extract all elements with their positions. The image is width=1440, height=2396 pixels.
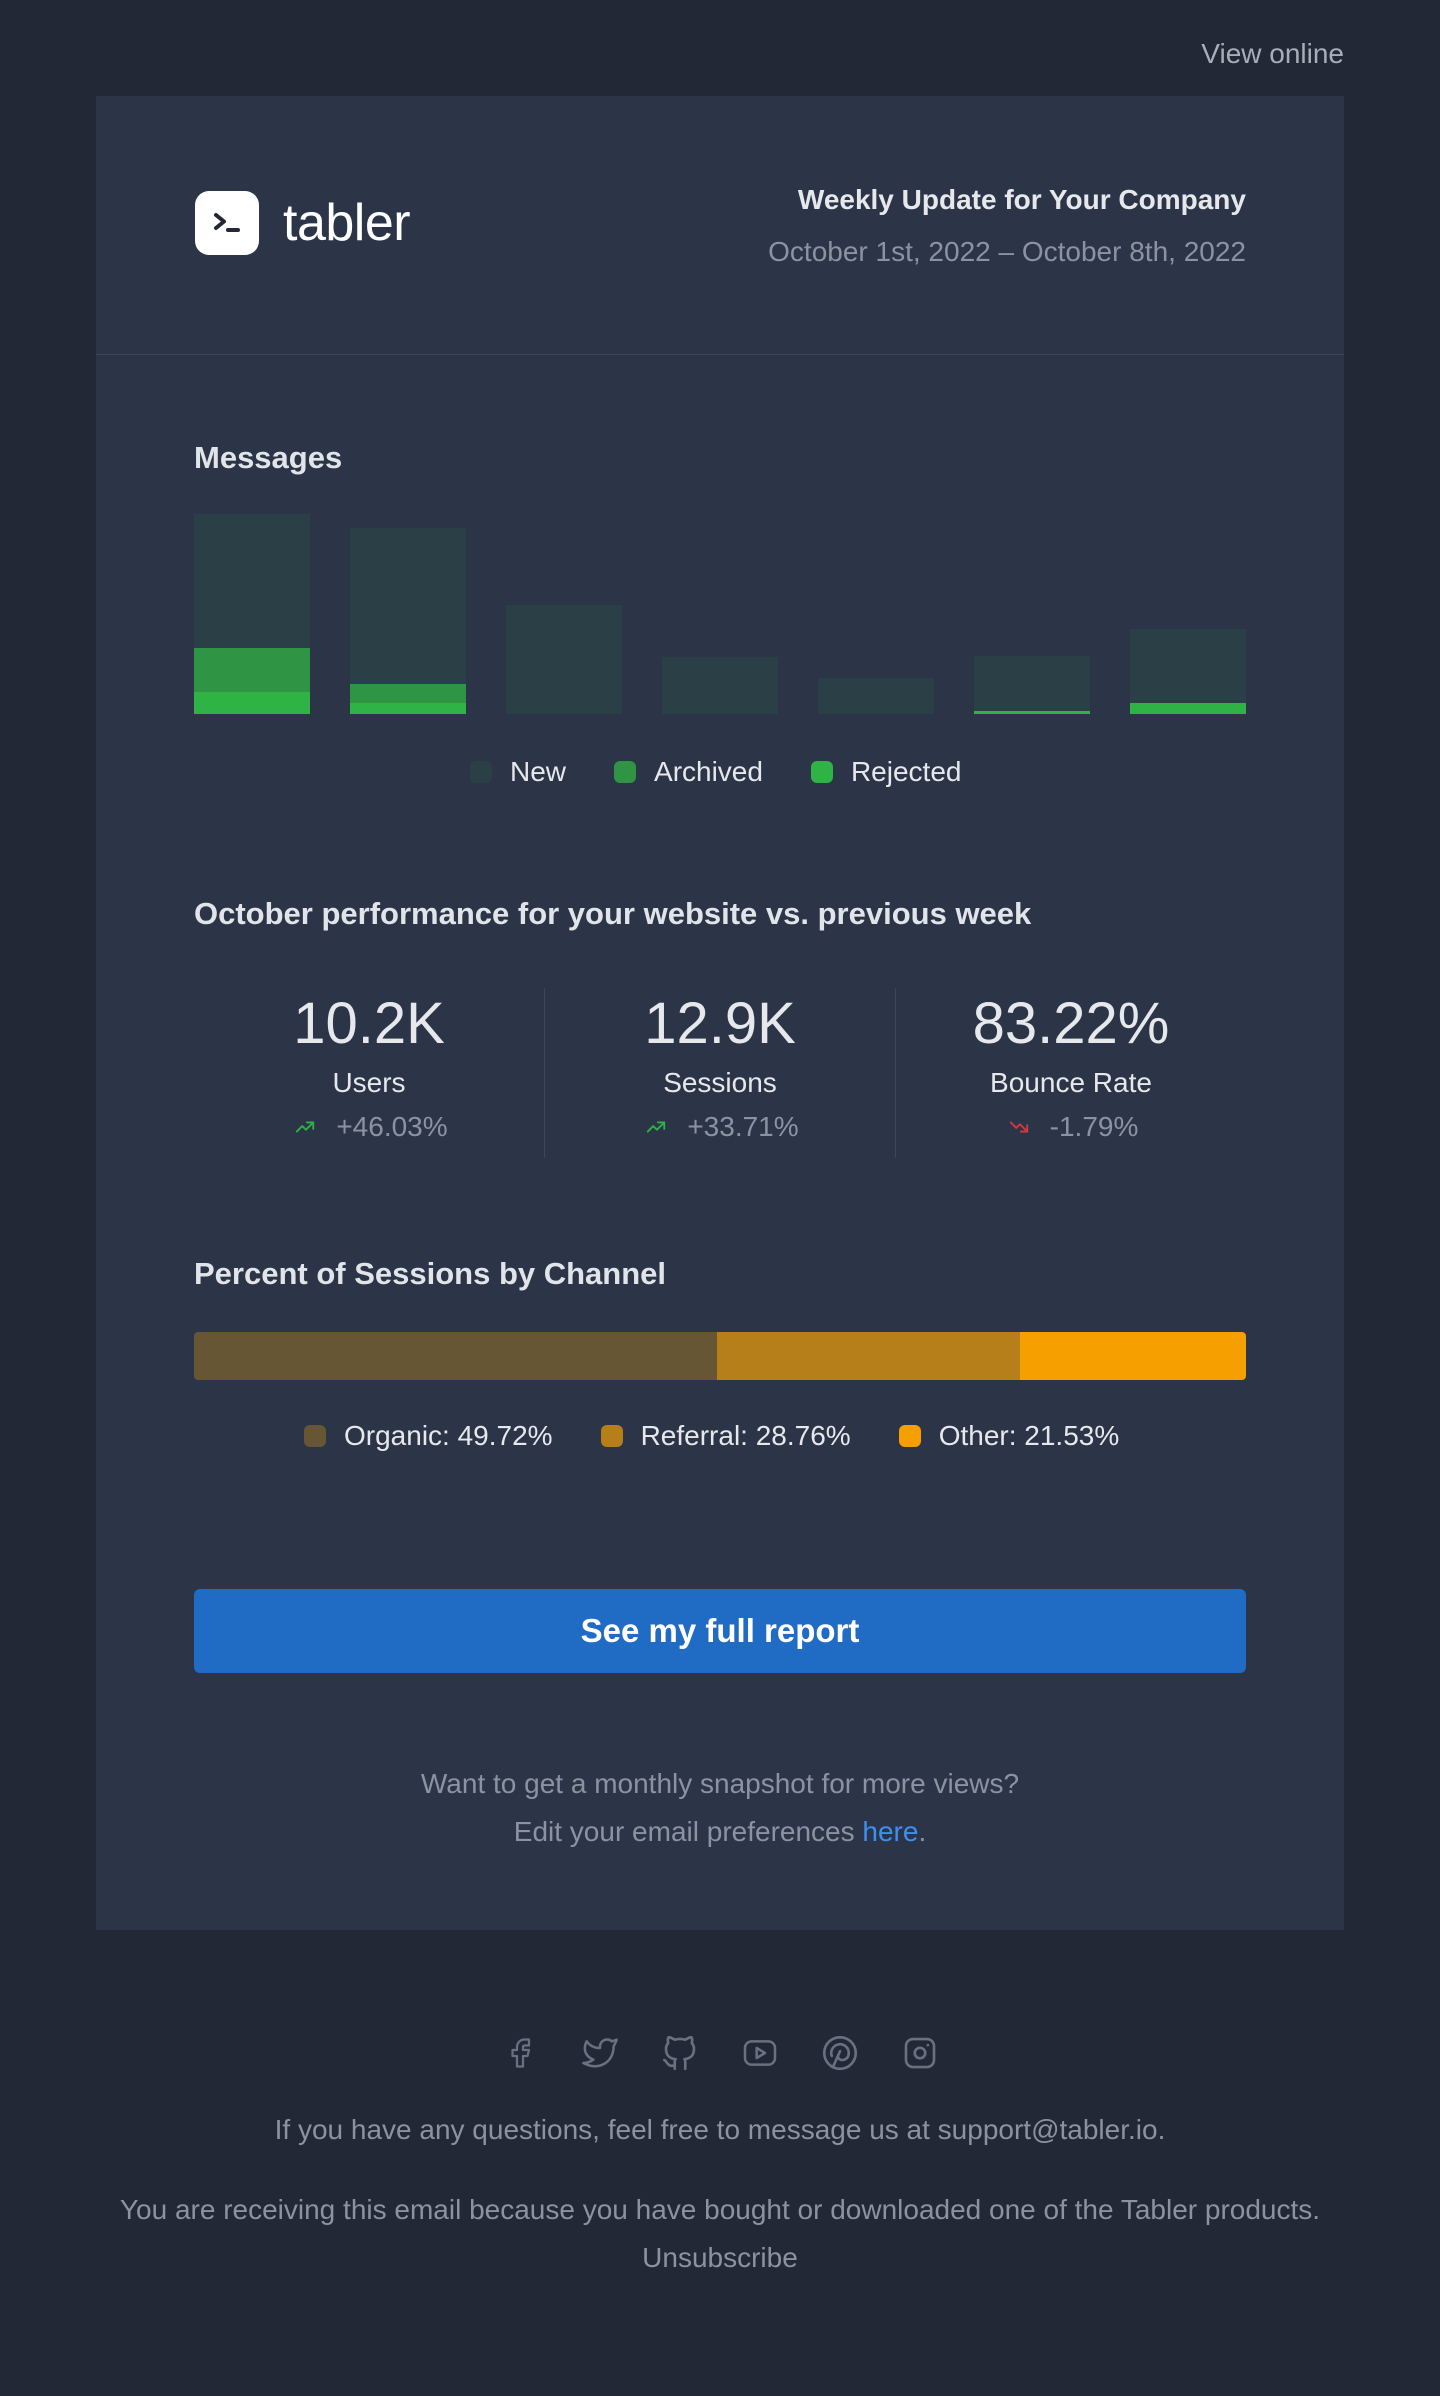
messages-bar-5 [818, 678, 934, 714]
channels-legend: Organic: 49.72% Referral: 28.76% Other: 21… [304, 1420, 1119, 1452]
channel-legend-item: Organic: 49.72% [304, 1420, 553, 1452]
messages-bar-segment-new [1130, 629, 1246, 703]
messages-bar-segment-rejected [1130, 703, 1246, 714]
channel-legend-item: Other: 21.53% [898, 1420, 1120, 1452]
stat-label: Bounce Rate [990, 1067, 1152, 1098]
messages-bar-segment-new [974, 656, 1090, 711]
footer-receiving: You are receiving this email because you… [119, 2194, 1321, 2225]
legend-label: Archived [654, 756, 763, 787]
channel-segment-2 [717, 1332, 1020, 1380]
channel-segment-1 [194, 1332, 718, 1380]
stat-change: +46.03% [194, 1111, 544, 1143]
instagram-icon[interactable] [896, 2029, 944, 2077]
legend-label: Organic: 49.72% [344, 1420, 553, 1451]
stat-change-value: -1.79% [1049, 1111, 1139, 1142]
legend-label: Other: 21.53% [938, 1420, 1120, 1451]
legend-swatch [810, 761, 833, 783]
preferences-line-1: Want to get a monthly snapshot for more … [420, 1768, 1020, 1799]
messages-bar-segment-rejected [974, 711, 1090, 714]
unsubscribe-link[interactable]: Unsubscribe [642, 2242, 798, 2273]
stat-bounce-rate: 83.22% Bounce Rate -1.79% [895, 988, 1246, 1158]
legend-swatch [470, 761, 492, 783]
messages-legend: New Archived Rejected [470, 756, 961, 788]
messages-bar-segment-archived [350, 684, 466, 703]
channels-title: Percent of Sessions by Channel [194, 1256, 667, 1291]
messages-chart [194, 514, 1246, 714]
performance-stats: 10.2K Users +46.03% 12.9K Sessions +33.71% 83.… [194, 988, 1246, 1158]
trend-up-icon [290, 1116, 336, 1138]
stat-change: +33.71% [545, 1111, 895, 1143]
stat-value: 10.2K [293, 991, 445, 1056]
messages-bar-segment-rejected [350, 703, 466, 714]
legend-label: New [510, 756, 567, 787]
legend-label: Rejected [850, 756, 962, 787]
stat-label: Users [332, 1067, 406, 1098]
legend-label: Referral: 28.76% [640, 1420, 851, 1451]
stat-sessions: 12.9K Sessions +33.71% [544, 988, 895, 1158]
preferences-period: . [918, 1816, 927, 1847]
stat-users: 10.2K Users +46.03% [194, 988, 544, 1158]
twitter-icon[interactable] [576, 2029, 624, 2077]
preferences-line-2: Edit your email preferences here. [96, 1808, 1344, 1856]
view-online-link[interactable]: View online [1201, 38, 1344, 69]
logo-text: tabler [283, 194, 411, 252]
messages-bar-segment-new [506, 605, 622, 714]
messages-bar-segment-rejected [194, 692, 310, 714]
stat-value: 12.9K [644, 991, 796, 1056]
facebook-icon[interactable] [496, 2029, 544, 2077]
messages-bar-segment-new [818, 678, 934, 714]
preferences-text: Want to get a monthly snapshot for more … [96, 1760, 1344, 1856]
performance-title: October performance for your website vs.… [194, 896, 1032, 931]
youtube-icon[interactable] [736, 2029, 784, 2077]
messages-bar-segment-new [350, 528, 466, 684]
stat-label: Sessions [663, 1067, 777, 1098]
email-header: tabler Weekly Update for Your Company Oc… [96, 96, 1344, 355]
legend-swatch [600, 1425, 623, 1447]
messages-bar-7 [1130, 629, 1246, 714]
stat-change-value: +33.71% [687, 1111, 799, 1142]
pinterest-icon[interactable] [816, 2029, 864, 2077]
header-info: Weekly Update for Your Company October 1… [768, 184, 1246, 268]
messages-legend-item: New [470, 756, 566, 788]
messages-bar-segment-new [662, 657, 778, 714]
messages-bar-6 [974, 656, 1090, 714]
messages-bar-3 [506, 605, 622, 714]
legend-swatch [898, 1425, 921, 1447]
stat-change-value: +46.03% [336, 1111, 448, 1142]
tabler-logo-icon [195, 191, 259, 255]
social-links [0, 2029, 1440, 2077]
github-icon[interactable] [656, 2029, 704, 2077]
channel-segment-3 [1019, 1332, 1246, 1380]
trend-down-icon [1004, 1116, 1050, 1138]
messages-legend-item: Rejected [810, 756, 962, 788]
legend-swatch [304, 1425, 326, 1447]
email-card: tabler Weekly Update for Your Company Oc… [96, 96, 1344, 1930]
messages-legend-item: Archived [614, 756, 763, 788]
messages-bar-2 [350, 528, 466, 714]
trend-up-icon [641, 1116, 687, 1138]
messages-bar-4 [662, 657, 778, 714]
channel-legend-item: Referral: 28.76% [600, 1420, 851, 1452]
header-date-range: October 1st, 2022 – October 8th, 2022 [768, 236, 1246, 267]
footer-contact: If you have any questions, feel free to … [274, 2114, 1166, 2145]
messages-bar-segment-archived [194, 648, 310, 692]
preferences-line-2-text: Edit your email preferences [513, 1816, 863, 1847]
footer-unsubscribe-row: Unsubscribe [0, 2242, 1440, 2274]
full-report-button[interactable]: See my full report [194, 1589, 1246, 1673]
stat-value: 83.22% [972, 991, 1170, 1056]
logo[interactable]: tabler [195, 191, 411, 255]
stat-change: -1.79% [896, 1111, 1246, 1143]
messages-title: Messages [194, 440, 343, 475]
header-title: Weekly Update for Your Company [797, 184, 1246, 215]
preferences-link[interactable]: here [862, 1816, 919, 1847]
channels-bar [194, 1332, 1246, 1380]
messages-bar-segment-new [194, 514, 310, 648]
messages-bar-1 [194, 514, 310, 714]
legend-swatch [614, 761, 637, 783]
